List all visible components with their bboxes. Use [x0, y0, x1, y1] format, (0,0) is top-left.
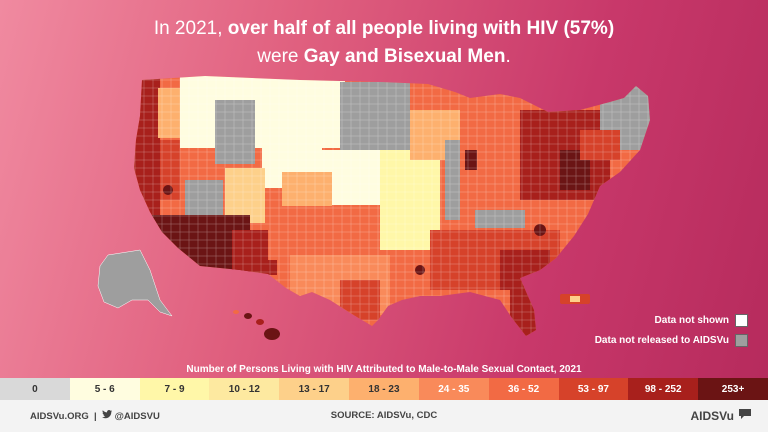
legend-not-released-swatch [735, 334, 748, 347]
headline-prefix-2: were [257, 46, 299, 67]
legend-bin: 5 - 6 [69, 378, 140, 400]
brand-logo: AIDSVu [690, 408, 752, 423]
legend-not-shown-swatch [735, 314, 748, 327]
headline-period: . [505, 46, 511, 67]
headline-prefix: In 2021, [153, 18, 223, 39]
headline-bold-2: Gay and Bisexual Men [303, 46, 506, 67]
legend-not-released-label: Data not released to AIDSVu [594, 335, 729, 346]
legend-not-shown: Data not shown [655, 314, 748, 327]
footer-left: AIDSVu.ORG | @AIDSVU [30, 410, 160, 422]
headline-bold: over half of all people living with HIV … [227, 18, 615, 39]
map-caption: Number of Persons Living with HIV Attrib… [186, 364, 582, 375]
legend-bin: 24 - 35 [418, 378, 489, 400]
legend-bin: 13 - 17 [279, 378, 350, 400]
twitter-handle[interactable]: @AIDSVU [114, 411, 160, 422]
legend-not-released: Data not released to AIDSVu [595, 334, 748, 347]
headline-line-2: were Gay and Bisexual Men. [0, 46, 768, 68]
legend-bin: 53 - 97 [558, 378, 629, 400]
hawaii [233, 310, 280, 340]
brand-name: AIDSVu [690, 408, 734, 423]
legend-bin: 98 - 252 [628, 378, 699, 400]
twitter-icon [102, 410, 115, 422]
alaska [97, 249, 173, 317]
puerto-rico [560, 294, 590, 304]
legend-bin: 36 - 52 [488, 378, 559, 400]
source-text: SOURCE: AIDSVu, CDC [330, 410, 438, 421]
chat-bubble-icon [738, 408, 752, 423]
legend-bin: 253+ [698, 378, 768, 400]
footer: AIDSVu.ORG | @AIDSVU SOURCE: AIDSVu, CDC… [0, 400, 768, 432]
legend-bin: 18 - 23 [349, 378, 419, 400]
website-link[interactable]: AIDSVu.ORG [30, 411, 89, 422]
headline-line-1: In 2021, over half of all people living … [0, 18, 768, 40]
legend-bin: 10 - 12 [209, 378, 280, 400]
legend-bin: 7 - 9 [139, 378, 210, 400]
legend-not-shown-label: Data not shown [654, 315, 729, 326]
footer-separator: | [94, 411, 97, 422]
legend-bin: 0 [0, 378, 70, 400]
